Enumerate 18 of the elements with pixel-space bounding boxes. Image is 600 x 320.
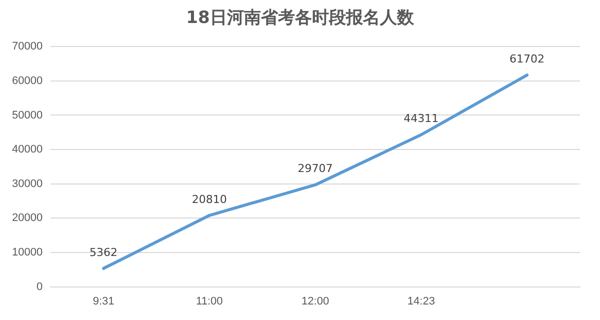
y-tick-label: 30000: [12, 178, 43, 190]
y-tick-label: 50000: [12, 109, 43, 122]
y-tick-label: 10000: [12, 246, 43, 259]
y-tick-label: 60000: [12, 74, 43, 87]
x-tick-label: 9:31: [92, 295, 114, 308]
x-tick-label: 11:00: [196, 295, 223, 308]
data-label: 44311: [404, 112, 439, 126]
data-label: 20810: [192, 192, 227, 206]
data-label: 5362: [90, 246, 118, 259]
y-tick-label: 70000: [12, 40, 43, 53]
y-tick-label: 20000: [12, 212, 43, 224]
chart-title: 18日河南省考各时段报名人数: [185, 7, 415, 30]
y-tick-label: 40000: [12, 144, 43, 156]
y-tick-label: 0: [36, 280, 43, 293]
x-tick-label: 12:00: [302, 295, 330, 308]
data-label: 61702: [510, 52, 545, 66]
x-tick-label: 14:23: [407, 295, 435, 308]
data-label: 29707: [298, 162, 333, 176]
